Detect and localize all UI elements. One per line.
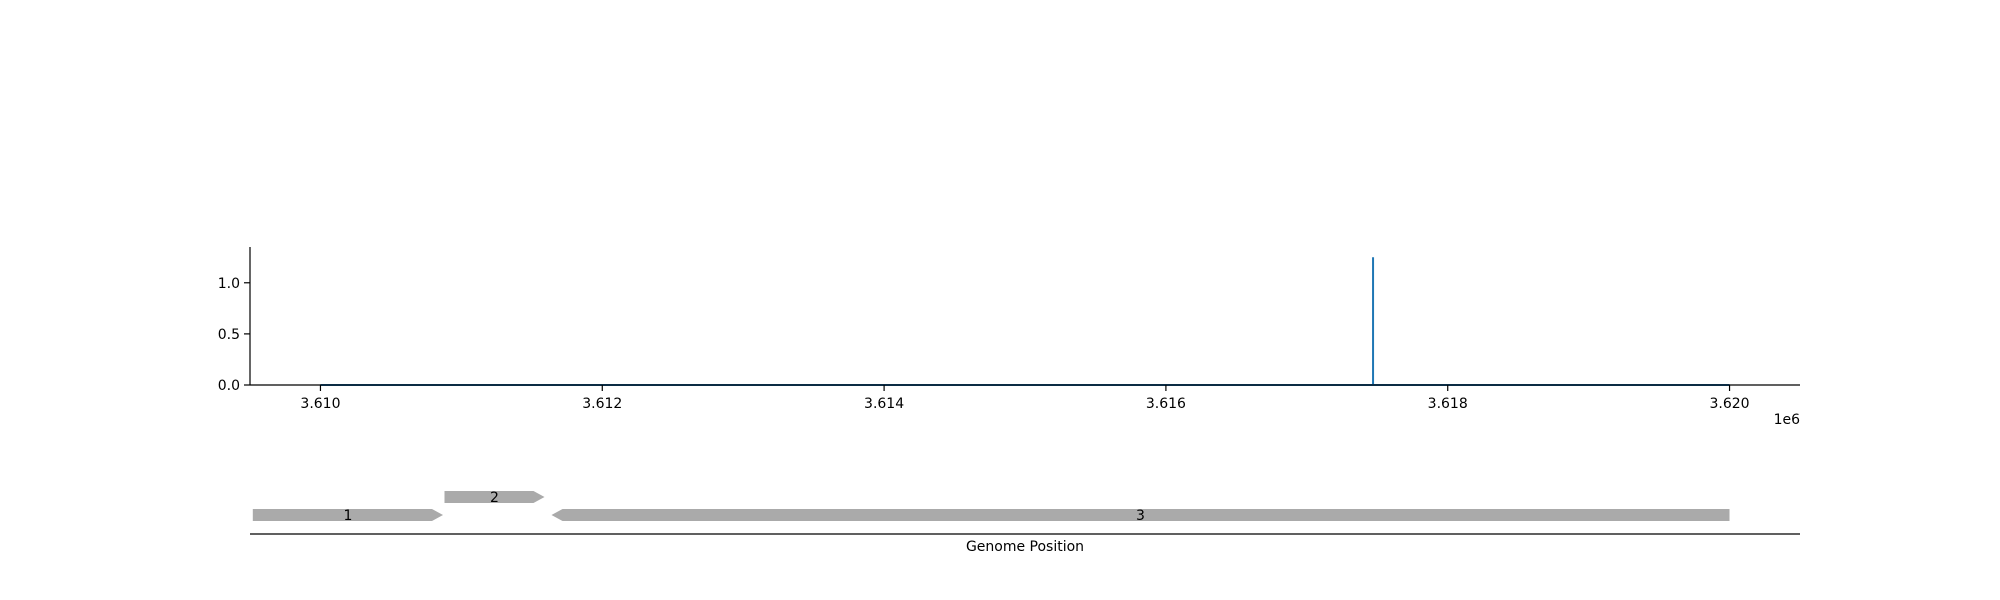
y-tick-label: 0.0 [218,378,240,394]
gene-label: 3 [1136,508,1145,524]
x-tick-label: 3.610 [300,396,340,412]
y-tick-label: 0.5 [218,327,240,343]
coverage-series [320,257,1730,386]
x-tick-label: 3.614 [864,396,904,412]
coverage-line [320,257,1730,386]
x-axis-offset-label: 1e6 [1774,412,1801,428]
x-tick-label: 3.616 [1146,396,1186,412]
gene-label: 1 [343,508,352,524]
gene-label: 2 [490,490,499,506]
gene-arrow [551,509,1730,521]
x-axis-title: Genome Position [966,539,1084,555]
x-tick-label: 3.612 [582,396,622,412]
gene-features: 1 2 3 [252,490,1730,524]
x-ticks: 3.610 3.612 3.614 3.616 3.618 3.620 [300,385,1750,412]
y-ticks: 0.0 0.5 1.0 [218,276,250,394]
y-tick-label: 1.0 [218,276,240,292]
gene-arrow [252,509,443,521]
gene-arrow [444,491,545,503]
coverage-plot: 0.0 0.5 1.0 3.610 3.612 3.614 3.616 3.618 3.620… [218,247,1800,428]
x-tick-label: 3.618 [1428,396,1468,412]
gene-track: 1 2 3 Genome Position [250,490,1800,555]
x-tick-label: 3.620 [1709,396,1749,412]
